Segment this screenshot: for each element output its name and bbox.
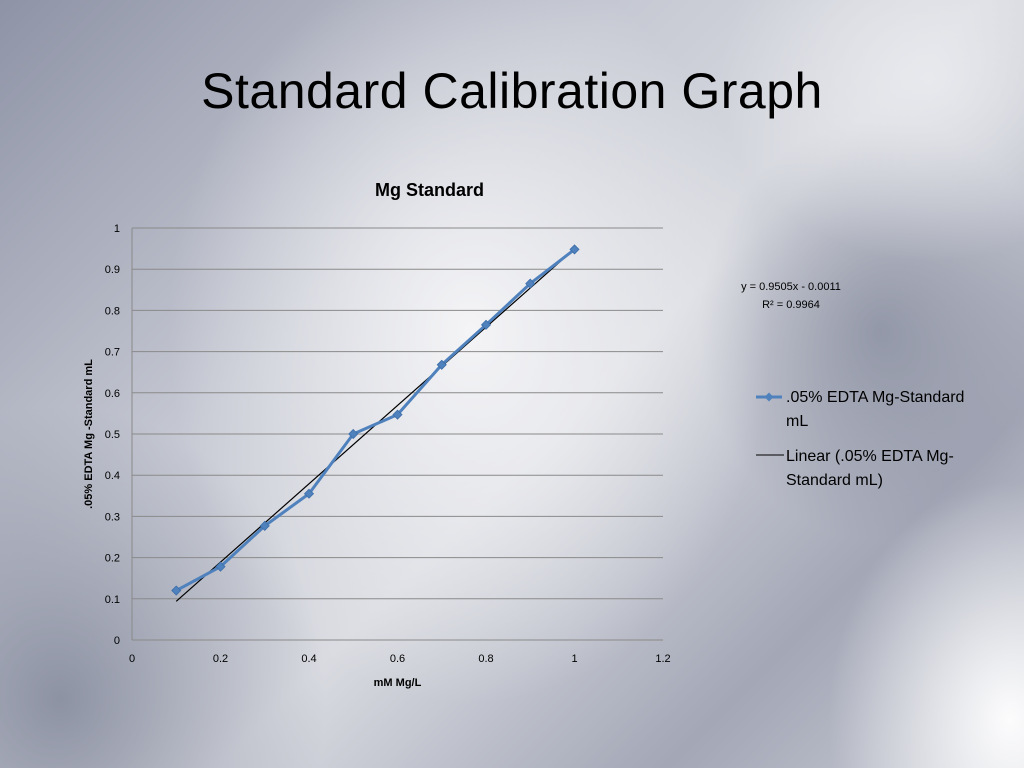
x-tick-label: 0 bbox=[129, 653, 135, 665]
x-tick-label: 1.2 bbox=[655, 653, 670, 665]
y-tick-label: 1 bbox=[114, 223, 120, 235]
legend-series-label: .05% EDTA Mg-Standard bbox=[786, 389, 964, 406]
y-axis-title: .05% EDTA Mg -Standard mL bbox=[83, 359, 95, 509]
trendline-r-squared: R² = 0.9964 bbox=[762, 299, 820, 311]
legend-trendline-label: Linear (.05% EDTA Mg- bbox=[786, 448, 954, 465]
data-point bbox=[171, 585, 182, 596]
slide-title: Standard Calibration Graph bbox=[201, 63, 823, 119]
y-tick-label: 0.8 bbox=[105, 305, 120, 317]
series-line bbox=[175, 248, 576, 592]
y-tick-label: 0.4 bbox=[105, 470, 120, 482]
chart-title: Mg Standard bbox=[375, 180, 484, 200]
data-point bbox=[392, 409, 403, 420]
data-point bbox=[525, 278, 536, 289]
data-point bbox=[303, 488, 315, 499]
x-tick-label: 0.2 bbox=[213, 653, 228, 665]
x-tick-label: 0.6 bbox=[390, 653, 405, 665]
x-axis-title: mM Mg/L bbox=[374, 677, 422, 689]
data-point bbox=[569, 244, 580, 255]
y-tick-label: 0.5 bbox=[105, 429, 120, 441]
chart-legend: .05% EDTA Mg-Standard mL Linear (.05% EDTA… bbox=[756, 389, 964, 489]
y-tick-label: 0.9 bbox=[105, 264, 120, 276]
series-layer bbox=[171, 244, 580, 596]
y-tick-label: 0.6 bbox=[105, 388, 120, 400]
data-point bbox=[215, 561, 226, 572]
chart-axes bbox=[131, 228, 663, 641]
trendline-equation: y = 0.9505x - 0.0011 bbox=[741, 281, 841, 293]
data-point bbox=[259, 520, 270, 531]
data-point bbox=[480, 319, 492, 330]
x-tick-label: 1 bbox=[571, 653, 577, 665]
legend-series-label: mL bbox=[786, 413, 808, 430]
y-tick-label: 0.7 bbox=[105, 347, 120, 359]
y-tick-label: 0.2 bbox=[105, 553, 120, 565]
chart-labels: 0 0.1 0.2 0.3 0.4 0.5 0.6 0.7 0.8 0.9 1 0 0.2 0.4 0.6 0… bbox=[83, 180, 841, 689]
y-tick-label: 0 bbox=[114, 635, 120, 647]
legend-series-marker bbox=[764, 392, 774, 402]
y-tick-label: 0.1 bbox=[105, 594, 120, 606]
data-point bbox=[436, 359, 447, 370]
data-point bbox=[348, 428, 359, 440]
y-tick-label: 0.3 bbox=[105, 511, 120, 523]
x-tick-label: 0.4 bbox=[301, 653, 316, 665]
chart-gridlines bbox=[132, 227, 663, 600]
legend-trendline-label: Standard mL) bbox=[786, 472, 883, 489]
x-tick-label: 0.8 bbox=[478, 653, 493, 665]
